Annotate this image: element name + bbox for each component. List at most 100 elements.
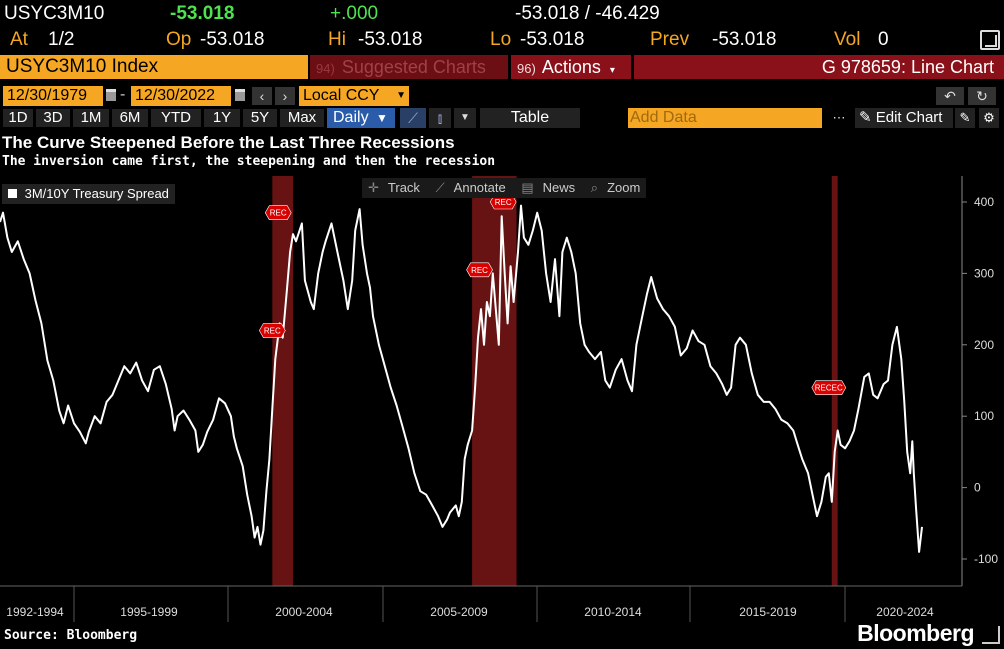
y-tick-label: -100 xyxy=(974,552,998,566)
prev-period-button[interactable]: ‹ xyxy=(252,87,272,105)
suggested-num: 94) xyxy=(316,61,335,76)
chart-tools: ✛ Track ⟋ Annotate ▤ News ⌕ Zoom xyxy=(362,178,647,198)
start-date-input[interactable]: 12/30/1979 xyxy=(3,86,103,106)
y-tick-label: 400 xyxy=(974,195,994,209)
currency-value: Local CCY xyxy=(303,87,380,104)
at-value: 1/2 xyxy=(48,29,75,50)
period-1y[interactable]: 1Y xyxy=(204,109,240,127)
stats-bar: At 1/2 Op -53.018 Hi -53.018 Lo -53.018 … xyxy=(0,28,1004,54)
prev-value: -53.018 xyxy=(712,29,777,50)
period-3d[interactable]: 3D xyxy=(36,109,70,127)
recession-marker[interactable]: REC xyxy=(264,205,292,221)
recession-marker[interactable]: REC xyxy=(258,323,286,338)
add-data-input[interactable]: Add Data xyxy=(628,108,822,128)
annotate-tool[interactable]: Annotate xyxy=(453,180,506,195)
minimize-icon[interactable] xyxy=(980,30,1000,50)
ticker: USYC3M10 xyxy=(4,3,105,24)
edit-icon[interactable]: ✎ xyxy=(955,108,975,128)
period-ytd[interactable]: YTD xyxy=(151,109,201,127)
frequency-select[interactable]: Daily ▼ xyxy=(327,108,395,128)
marker-shape xyxy=(466,262,493,278)
vol-value: 0 xyxy=(878,29,889,50)
last-price: -53.018 xyxy=(170,3,235,24)
x-tick-label: 1992-1994 xyxy=(6,605,64,619)
chevron-down-icon: ▼ xyxy=(396,90,406,101)
marker-label: REC xyxy=(270,209,287,218)
resize-handle-icon[interactable] xyxy=(982,626,1000,644)
edit-chart-button[interactable]: ✎ Edit Chart xyxy=(855,108,953,128)
chevron-down-icon[interactable]: ▼ xyxy=(454,108,476,128)
period-max[interactable]: Max xyxy=(280,109,324,127)
recession-band xyxy=(472,176,517,586)
calendar-icon[interactable] xyxy=(235,89,245,101)
period-5y[interactable]: 5Y xyxy=(243,109,277,127)
period-6m[interactable]: 6M xyxy=(112,109,148,127)
recession-marker[interactable]: REC xyxy=(466,262,493,278)
marker-shape xyxy=(264,205,292,221)
suggested-charts-button[interactable]: 94) Suggested Charts xyxy=(310,55,508,79)
table-button[interactable]: Table xyxy=(480,108,580,128)
bar-style-icon[interactable]: ⫾ xyxy=(429,108,451,128)
zoom-icon: ⌕ xyxy=(590,180,599,195)
legend-item[interactable]: 3M/10Y Treasury Spread xyxy=(2,184,175,204)
y-tick-label: 200 xyxy=(974,338,994,352)
frequency-value: Daily xyxy=(333,109,369,126)
news-tool[interactable]: News xyxy=(542,180,576,195)
crosshair-icon: ✛ xyxy=(368,180,379,195)
annotate-icon: ⟋ xyxy=(435,180,445,195)
refresh-icon[interactable]: ↻ xyxy=(968,87,996,105)
chevron-down-icon: ▾ xyxy=(609,65,615,76)
quote-bar: USYC3M10 -53.018 +.000 -53.018 / -46.429 xyxy=(0,0,1004,27)
chevron-down-icon: ▼ xyxy=(376,111,388,125)
low-label: Lo xyxy=(490,29,512,50)
marker-label: REC xyxy=(471,266,488,275)
gear-icon[interactable]: ⚙ xyxy=(979,108,999,128)
low-value: -53.018 xyxy=(520,29,585,50)
track-tool[interactable]: Track xyxy=(387,180,420,195)
news-icon: ▤ xyxy=(521,180,534,195)
prev-label: Prev xyxy=(650,29,690,50)
chart-area[interactable]: 400 300 200 100 0 -100 1992-1994 1995-1999 2000-… xyxy=(0,176,1004,622)
zoom-tool[interactable]: Zoom xyxy=(607,180,641,195)
date-range-bar: 12/30/1979 - 12/30/2022 ‹ › Local CCY ▼ … xyxy=(0,86,1004,108)
security-field[interactable]: USYC3M10 Index xyxy=(0,55,308,79)
undo-icon[interactable]: ↶ xyxy=(936,87,964,105)
pencil-icon: ✎ xyxy=(859,109,872,126)
x-tick-label: 2015-2019 xyxy=(739,605,797,619)
end-date-input[interactable]: 12/30/2022 xyxy=(131,86,231,106)
next-period-button[interactable]: › xyxy=(275,87,295,105)
suggested-label: Suggested Charts xyxy=(341,57,486,77)
command-bar: USYC3M10 Index 94) Suggested Charts 96) … xyxy=(0,55,1004,79)
marker-label: REC xyxy=(495,198,512,207)
x-tick-label: 2020-2024 xyxy=(876,605,934,619)
vol-label: Vol xyxy=(834,29,861,50)
source-note: Source: Bloomberg xyxy=(4,628,138,643)
marker-label: RECEC xyxy=(815,384,843,393)
bloomberg-logo: Bloomberg xyxy=(857,620,974,646)
series-line xyxy=(0,204,923,553)
date-separator: - xyxy=(120,86,126,103)
line-chart-icon[interactable]: ⟋ xyxy=(400,108,426,128)
open-value: -53.018 xyxy=(200,29,265,50)
marker-label: REC xyxy=(264,327,281,336)
chart-name: G 978659: Line Chart xyxy=(634,55,1004,79)
period-1d[interactable]: 1D xyxy=(3,109,33,127)
legend-label: 3M/10Y Treasury Spread xyxy=(24,186,169,201)
at-label: At xyxy=(10,29,28,50)
recession-marker[interactable]: RECEC xyxy=(811,380,847,395)
ellipsis-icon[interactable]: ⋯ xyxy=(829,108,849,128)
actions-menu[interactable]: 96) Actions ▾ xyxy=(511,55,631,79)
currency-select[interactable]: Local CCY ▼ xyxy=(299,86,409,106)
y-tick-label: 0 xyxy=(974,481,981,495)
x-tick-label: 2005-2009 xyxy=(430,605,488,619)
high-label: Hi xyxy=(328,29,346,50)
actions-label: Actions xyxy=(541,57,601,77)
y-tick-label: 100 xyxy=(974,409,994,423)
x-tick-label: 1995-1999 xyxy=(120,605,178,619)
y-tick-label: 300 xyxy=(974,266,994,280)
high-value: -53.018 xyxy=(358,29,423,50)
calendar-icon[interactable] xyxy=(106,89,116,101)
marker-shape xyxy=(258,323,286,338)
open-label: Op xyxy=(166,29,192,50)
period-1m[interactable]: 1M xyxy=(73,109,109,127)
